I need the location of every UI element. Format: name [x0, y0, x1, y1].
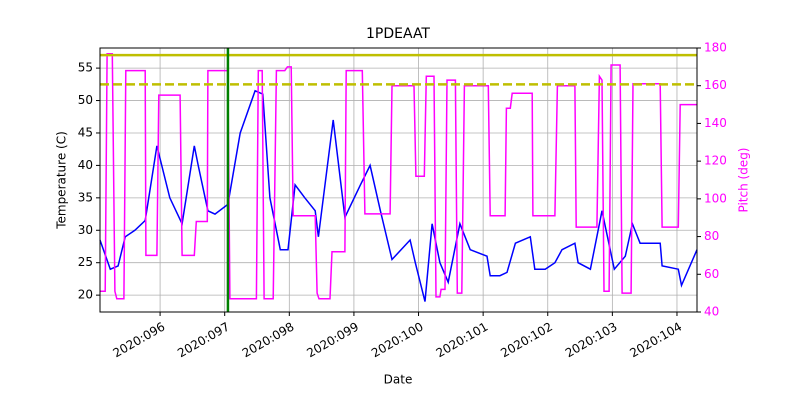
- chart-title: 1PDEAAT: [366, 26, 430, 42]
- y2-axis-label: Pitch (deg): [737, 147, 751, 212]
- y-tick-label: 30: [78, 223, 93, 237]
- y-tick-label: 55: [78, 61, 93, 75]
- data-line: [100, 52, 697, 300]
- y-tick-label: 35: [78, 190, 93, 204]
- y-tick-label: 20: [78, 288, 93, 302]
- y-tick-label: 40: [78, 158, 93, 172]
- x-axis-label: Date: [384, 373, 413, 387]
- y2-tick-label: 40: [704, 305, 719, 319]
- y2-tick-label: 140: [704, 116, 727, 130]
- y2-tick-label: 180: [704, 41, 727, 55]
- x-tick-label: 2020:099: [304, 320, 361, 361]
- y2-tick-label: 120: [704, 154, 727, 168]
- y-axis-label: Temperature (C): [55, 131, 69, 230]
- y-tick-label: 45: [78, 125, 93, 139]
- y2-tick-label: 80: [704, 229, 719, 243]
- y2-tick-label: 60: [704, 267, 719, 281]
- x-tick-label: 2020:100: [369, 320, 426, 361]
- y-tick-label: 50: [78, 93, 93, 107]
- x-tick-label: 2020:102: [498, 320, 555, 361]
- data-line: [99, 89, 698, 302]
- x-tick-label: 2020:098: [240, 320, 297, 361]
- x-tick-label: 2020:097: [175, 320, 232, 361]
- x-tick-label: 2020:103: [563, 320, 620, 361]
- x-tick-label: 2020:104: [627, 320, 684, 361]
- y-tick-label: 25: [78, 255, 93, 269]
- x-tick-label: 2020:096: [111, 320, 168, 361]
- x-tick-label: 2020:101: [434, 320, 491, 361]
- y2-tick-label: 100: [704, 191, 727, 205]
- y2-tick-label: 160: [704, 78, 727, 92]
- plot-frame: [99, 47, 698, 313]
